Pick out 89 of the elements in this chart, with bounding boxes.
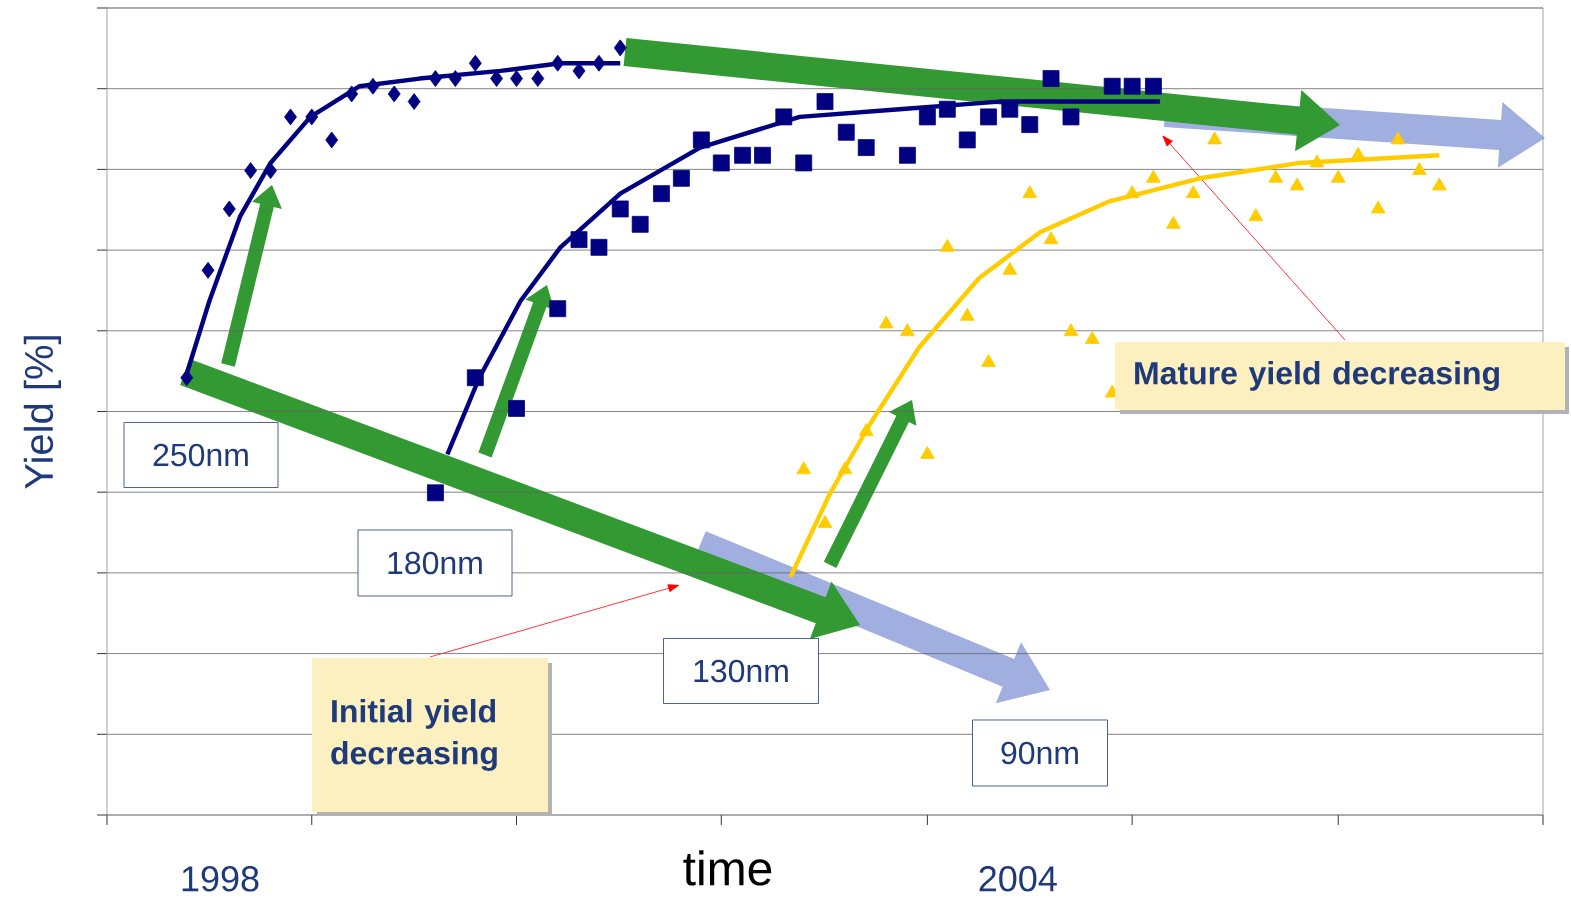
point [918,108,936,126]
point [531,70,545,87]
point [795,154,813,172]
point [1124,185,1140,199]
point [775,108,793,126]
point [284,108,297,126]
point [325,131,339,149]
point [817,515,833,528]
point [1063,323,1079,337]
point [1166,215,1181,229]
point [592,54,606,72]
point [1022,185,1038,199]
point [1330,169,1346,183]
point [858,423,874,436]
point [959,307,975,321]
point [673,169,690,187]
x-tick-label: 1998 [182,866,259,892]
point [1042,70,1060,87]
x-tick-label: 2004 [979,866,1057,892]
y-axis-title: Yield [%] [23,336,62,489]
point [590,238,608,256]
x-axis-title: time [683,850,772,886]
point [900,323,915,337]
point [305,108,319,126]
point [1412,162,1427,176]
point [549,300,567,318]
point [816,93,834,110]
point [264,162,277,180]
point [878,315,894,329]
point [980,108,997,126]
point [712,154,730,172]
point [958,131,976,149]
point [613,39,627,57]
point [611,200,629,218]
point [345,85,359,103]
point [429,70,442,87]
point [734,146,751,164]
point [1431,177,1447,191]
point [837,461,853,475]
point [1021,116,1039,133]
annotation: 250nm [153,443,248,467]
point [1062,108,1080,126]
point [551,54,565,72]
point [1390,131,1406,145]
point [366,77,380,95]
point [631,215,649,233]
point [222,200,236,218]
annotation: 180nm [388,551,482,575]
point [570,231,588,249]
point [244,162,257,180]
annotation: 130nm [694,659,788,683]
point [201,261,215,279]
point [899,146,916,164]
point [938,100,956,118]
point [407,93,421,110]
point [1043,231,1059,245]
point [1145,77,1162,95]
point [508,400,525,417]
point [1103,77,1121,95]
point [754,146,771,164]
annotation: Mature yield decreasing [1135,361,1499,391]
point [837,123,855,141]
point [1370,200,1386,214]
point [466,369,484,387]
point [653,185,670,203]
point [1309,154,1325,168]
point [981,353,996,367]
point [920,446,935,459]
point [1146,169,1161,183]
annotation: 90nm [1001,741,1078,765]
point [1002,261,1018,275]
annotation: Initial yield decreasing [331,699,497,771]
point [857,139,875,156]
point [387,85,401,103]
point [692,131,710,149]
point [468,54,482,72]
point [1084,330,1100,344]
point [448,70,462,87]
point [1268,169,1284,183]
point [180,369,194,387]
point [940,238,955,252]
point [1248,208,1264,222]
point [510,70,523,87]
point [1123,77,1141,95]
point [1207,131,1222,145]
point [1185,185,1201,199]
point [1350,146,1366,160]
point [796,461,812,475]
point [1289,177,1305,191]
